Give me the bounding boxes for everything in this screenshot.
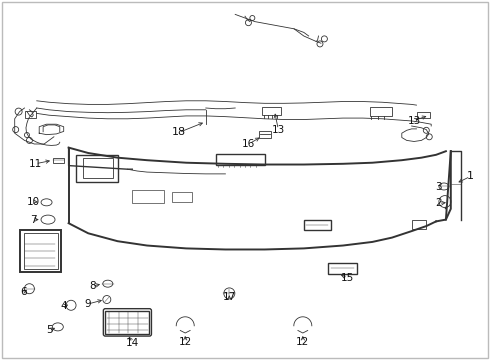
Bar	[216, 154, 265, 165]
Text: 13: 13	[271, 125, 285, 135]
Bar	[105, 311, 149, 334]
Text: 10: 10	[27, 197, 40, 207]
Text: 18: 18	[172, 127, 186, 138]
Bar	[370, 107, 392, 116]
Text: 6: 6	[20, 287, 27, 297]
Text: 9: 9	[84, 299, 91, 309]
Bar	[172, 192, 192, 202]
Text: 14: 14	[125, 338, 139, 348]
Bar	[328, 263, 357, 274]
Text: 8: 8	[89, 281, 96, 291]
Bar	[262, 107, 281, 115]
Bar	[24, 233, 58, 269]
Text: 12: 12	[178, 337, 192, 347]
Bar	[76, 155, 118, 182]
Text: 12: 12	[296, 337, 310, 347]
Text: 4: 4	[60, 301, 67, 311]
Text: 5: 5	[46, 325, 52, 336]
Text: 15: 15	[341, 273, 355, 283]
Text: 13: 13	[407, 116, 421, 126]
Bar	[259, 131, 271, 138]
Text: 16: 16	[242, 139, 256, 149]
Bar	[25, 111, 36, 118]
Bar	[304, 220, 331, 230]
Text: 17: 17	[222, 292, 236, 302]
Bar	[53, 158, 64, 163]
Bar	[416, 112, 430, 118]
Text: 7: 7	[30, 215, 37, 225]
Bar	[83, 158, 113, 178]
Bar	[132, 190, 164, 203]
Text: 2: 2	[435, 198, 442, 208]
Text: 3: 3	[435, 182, 442, 192]
Text: 11: 11	[28, 159, 42, 169]
Text: 1: 1	[467, 171, 474, 181]
Bar	[412, 220, 426, 229]
Bar	[20, 230, 61, 272]
